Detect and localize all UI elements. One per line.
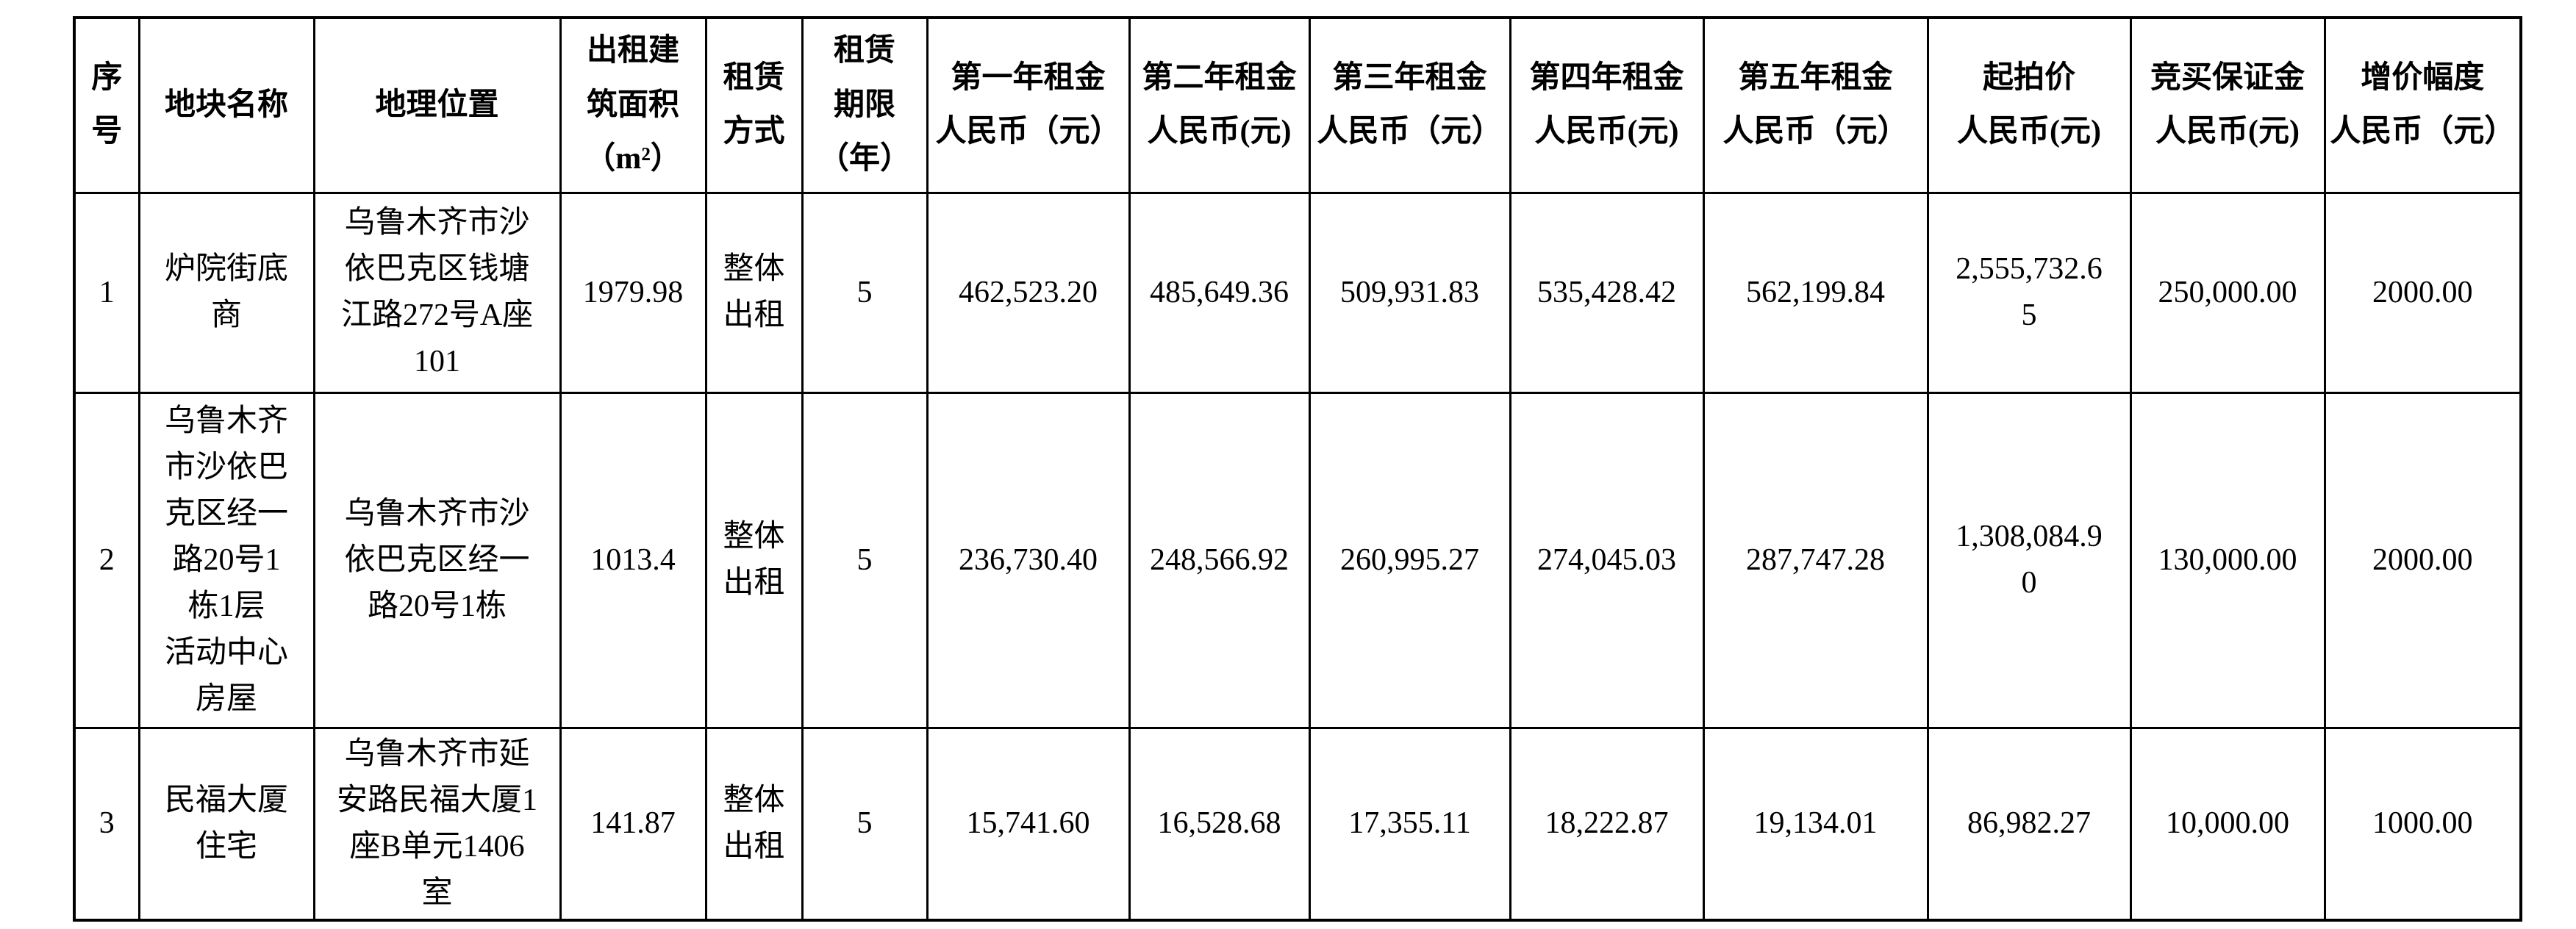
table-row: 2 乌鲁木齐 市沙依巴 克区经一 路20号1 栋1层 活动中心 房屋 乌鲁木齐市…: [73, 391, 2522, 729]
header-year2-rent: 第二年租金 人民币(元): [1128, 16, 1311, 194]
header-year3-rent: 第三年租金 人民币（元）: [1308, 16, 1511, 194]
cell-serial-row2: 2: [73, 391, 140, 729]
cell-rental-area-row1: 1979.98: [559, 191, 707, 394]
cell-year1-rent-row3: 15,741.60: [926, 726, 1131, 922]
cell-lease-term-row1: 5: [801, 191, 929, 394]
cell-plot-name-row1: 炉院街底 商: [137, 191, 315, 394]
cell-lease-method-row1: 整体 出租: [704, 191, 804, 394]
table-row: 3 民福大厦 住宅 乌鲁木齐市延 安路民福大厦1 座B单元1406 室 141.…: [73, 726, 2522, 922]
cell-location-row1: 乌鲁木齐市沙 依巴克区钱塘 江路272号A座 101: [312, 191, 562, 394]
header-serial: 序 号: [73, 16, 140, 194]
header-starting-price: 起拍价 人民币(元): [1926, 16, 2132, 194]
cell-starting-price-row1: 2,555,732.6 5: [1926, 191, 2132, 394]
cell-year1-rent-row2: 236,730.40: [926, 391, 1131, 729]
header-lease-term: 租赁 期限 （年）: [801, 16, 929, 194]
header-year5-rent: 第五年租金 人民币（元）: [1702, 16, 1929, 194]
cell-year5-rent-row1: 562,199.84: [1702, 191, 1929, 394]
table-row: 1 炉院街底 商 乌鲁木齐市沙 依巴克区钱塘 江路272号A座 101 1979…: [73, 191, 2522, 394]
cell-location-row3: 乌鲁木齐市延 安路民福大厦1 座B单元1406 室: [312, 726, 562, 922]
cell-year2-rent-row1: 485,649.36: [1128, 191, 1311, 394]
cell-rental-area-row3: 141.87: [559, 726, 707, 922]
cell-increment-row2: 2000.00: [2323, 391, 2522, 729]
cell-lease-method-row2: 整体 出租: [704, 391, 804, 729]
header-bid-deposit: 竞买保证金 人民币(元): [2129, 16, 2326, 194]
cell-year2-rent-row3: 16,528.68: [1128, 726, 1311, 922]
cell-year1-rent-row1: 462,523.20: [926, 191, 1131, 394]
cell-year5-rent-row3: 19,134.01: [1702, 726, 1929, 922]
cell-increment-row1: 2000.00: [2323, 191, 2522, 394]
cell-location-row2: 乌鲁木齐市沙 依巴克区经一 路20号1栋: [312, 391, 562, 729]
cell-rental-area-row2: 1013.4: [559, 391, 707, 729]
cell-starting-price-row3: 86,982.27: [1926, 726, 2132, 922]
cell-bid-deposit-row3: 10,000.00: [2129, 726, 2326, 922]
cell-lease-method-row3: 整体 出租: [704, 726, 804, 922]
cell-year3-rent-row3: 17,355.11: [1308, 726, 1511, 922]
cell-year4-rent-row2: 274,045.03: [1509, 391, 1705, 729]
header-row: 序 号 地块名称 地理位置 出租建 筑面积 （m²） 租赁 方式 租赁 期限 （…: [73, 16, 2522, 194]
header-lease-method: 租赁 方式: [704, 16, 804, 194]
header-rental-area: 出租建 筑面积 （m²）: [559, 16, 707, 194]
cell-year5-rent-row2: 287,747.28: [1702, 391, 1929, 729]
cell-lease-term-row2: 5: [801, 391, 929, 729]
header-location: 地理位置: [312, 16, 562, 194]
header-year1-rent: 第一年租金 人民币（元）: [926, 16, 1131, 194]
cell-year3-rent-row1: 509,931.83: [1308, 191, 1511, 394]
cell-year4-rent-row1: 535,428.42: [1509, 191, 1705, 394]
header-plot-name: 地块名称: [137, 16, 315, 194]
cell-bid-deposit-row2: 130,000.00: [2129, 391, 2326, 729]
cell-serial-row3: 3: [73, 726, 140, 922]
header-increment: 增价幅度 人民币（元）: [2323, 16, 2522, 194]
cell-plot-name-row2: 乌鲁木齐 市沙依巴 克区经一 路20号1 栋1层 活动中心 房屋: [137, 391, 315, 729]
cell-lease-term-row3: 5: [801, 726, 929, 922]
cell-plot-name-row3: 民福大厦 住宅: [137, 726, 315, 922]
cell-bid-deposit-row1: 250,000.00: [2129, 191, 2326, 394]
cell-year2-rent-row2: 248,566.92: [1128, 391, 1311, 729]
cell-increment-row3: 1000.00: [2323, 726, 2522, 922]
cell-starting-price-row2: 1,308,084.9 0: [1926, 391, 2132, 729]
cell-serial-row1: 1: [73, 191, 140, 394]
rental-auction-table: 序 号 地块名称 地理位置 出租建 筑面积 （m²） 租赁 方式 租赁 期限 （…: [73, 16, 2522, 922]
header-year4-rent: 第四年租金 人民币(元): [1509, 16, 1705, 194]
cell-year3-rent-row2: 260,995.27: [1308, 391, 1511, 729]
cell-year4-rent-row3: 18,222.87: [1509, 726, 1705, 922]
